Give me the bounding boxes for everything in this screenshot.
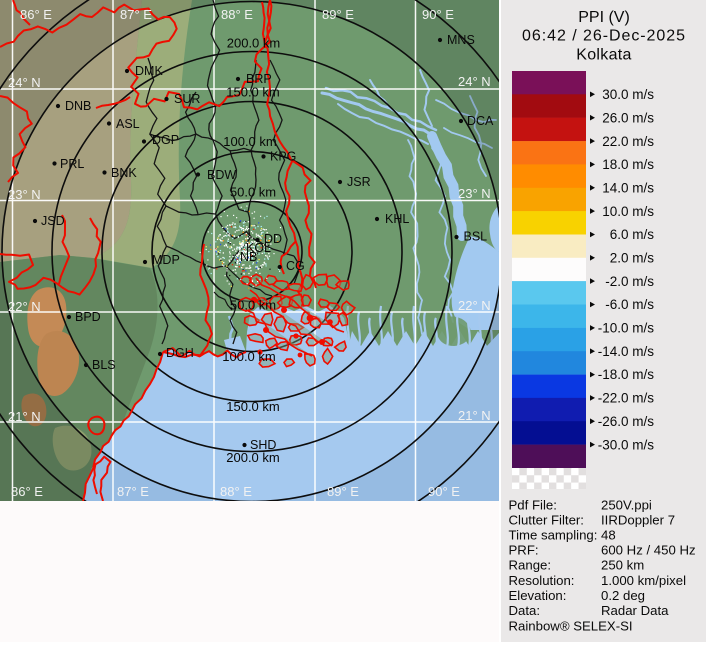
svg-text:KHL: KHL — [385, 212, 409, 226]
svg-text:86° E: 86° E — [11, 484, 43, 499]
svg-text:Time sampling:: Time sampling: — [509, 528, 598, 543]
svg-text:BNK: BNK — [111, 166, 137, 180]
svg-text:DD: DD — [264, 232, 282, 246]
svg-text:BSL: BSL — [464, 230, 488, 244]
svg-text:DGH: DGH — [166, 346, 194, 360]
svg-text:89° E: 89° E — [322, 7, 354, 22]
svg-text:30.0 m/s: 30.0 m/s — [602, 87, 654, 102]
svg-text:24° N: 24° N — [458, 74, 491, 89]
svg-text:23° N: 23° N — [458, 186, 491, 201]
svg-text:KOL: KOL — [246, 241, 271, 255]
svg-text:22° N: 22° N — [458, 298, 491, 313]
svg-text:200.0 km: 200.0 km — [227, 36, 280, 51]
svg-text:SHD: SHD — [250, 438, 276, 452]
svg-text:50.0 km: 50.0 km — [230, 185, 276, 200]
svg-text:150.0 km: 150.0 km — [226, 85, 279, 100]
svg-text:Pdf File:: Pdf File: — [509, 498, 557, 513]
svg-text:26.0 m/s: 26.0 m/s — [602, 110, 654, 125]
svg-text:-22.0 m/s: -22.0 m/s — [598, 391, 655, 406]
svg-text:150.0 km: 150.0 km — [226, 399, 279, 414]
svg-text:06:42 / 26-Dec-2025: 06:42 / 26-Dec-2025 — [522, 28, 686, 45]
svg-text:BPD: BPD — [75, 310, 101, 324]
svg-text:Range:: Range: — [509, 558, 552, 573]
svg-text:48: 48 — [601, 528, 616, 543]
svg-text:14.0 m/s: 14.0 m/s — [602, 180, 654, 195]
svg-text:Elevation:: Elevation: — [509, 588, 567, 603]
svg-text:24° N: 24° N — [8, 75, 41, 90]
svg-text:IIRDoppler 7: IIRDoppler 7 — [601, 513, 675, 528]
svg-text:MDP: MDP — [152, 253, 180, 267]
svg-text:-2.0 m/s: -2.0 m/s — [605, 274, 654, 289]
svg-text:86° E: 86° E — [20, 7, 52, 22]
svg-text:22° N: 22° N — [8, 299, 41, 314]
svg-text:Data:: Data: — [509, 603, 541, 618]
svg-text:90° E: 90° E — [428, 484, 460, 499]
svg-text:600 Hz / 450 Hz: 600 Hz / 450 Hz — [601, 543, 696, 558]
svg-text:KPG: KPG — [270, 150, 296, 164]
svg-text:2.0 m/s: 2.0 m/s — [610, 251, 655, 266]
svg-text:21° N: 21° N — [8, 409, 41, 424]
svg-text:90° E: 90° E — [422, 7, 454, 22]
svg-text:PRF:: PRF: — [509, 543, 539, 558]
svg-text:BRP: BRP — [246, 72, 272, 86]
svg-text:DCA: DCA — [467, 114, 494, 128]
svg-text:JSD: JSD — [41, 214, 65, 228]
svg-text:250V.ppi: 250V.ppi — [601, 498, 652, 513]
svg-text:-6.0 m/s: -6.0 m/s — [605, 297, 654, 312]
svg-text:DGP: DGP — [152, 133, 179, 147]
svg-text:6.0 m/s: 6.0 m/s — [610, 227, 655, 242]
svg-text:DNB: DNB — [65, 99, 91, 113]
svg-text:88° E: 88° E — [221, 7, 253, 22]
svg-text:-10.0 m/s: -10.0 m/s — [598, 321, 655, 336]
svg-text:-14.0 m/s: -14.0 m/s — [598, 344, 655, 359]
svg-text:Kolkata: Kolkata — [576, 47, 631, 64]
svg-text:10.0 m/s: 10.0 m/s — [602, 204, 654, 219]
svg-text:-30.0 m/s: -30.0 m/s — [598, 437, 655, 452]
svg-text:89° E: 89° E — [327, 484, 359, 499]
svg-text:DMK: DMK — [135, 64, 163, 78]
svg-text:PPI (V): PPI (V) — [578, 9, 630, 26]
svg-text:23° N: 23° N — [8, 187, 41, 202]
svg-text:Radar Data: Radar Data — [601, 603, 669, 618]
svg-text:22.0 m/s: 22.0 m/s — [602, 134, 654, 149]
svg-text:-26.0 m/s: -26.0 m/s — [598, 414, 655, 429]
svg-text:SUR: SUR — [174, 92, 200, 106]
svg-text:BLS: BLS — [92, 358, 116, 372]
svg-text:250 km: 250 km — [601, 558, 644, 573]
svg-text:PRL: PRL — [60, 157, 84, 171]
svg-text:JSR: JSR — [347, 175, 371, 189]
svg-text:NB: NB — [240, 250, 257, 264]
svg-text:CG: CG — [286, 259, 305, 273]
svg-text:BDW: BDW — [207, 168, 236, 182]
svg-text:100.0 km: 100.0 km — [223, 134, 276, 149]
svg-text:200.0 km: 200.0 km — [226, 450, 279, 465]
svg-text:-18.0 m/s: -18.0 m/s — [598, 367, 655, 382]
svg-text:100.0 km: 100.0 km — [222, 349, 275, 364]
svg-text:87° E: 87° E — [117, 484, 149, 499]
svg-text:Resolution:: Resolution: — [509, 573, 575, 588]
svg-text:18.0 m/s: 18.0 m/s — [602, 157, 654, 172]
svg-text:87° E: 87° E — [120, 7, 152, 22]
svg-text:50.0 km: 50.0 km — [230, 298, 276, 313]
svg-text:88° E: 88° E — [220, 484, 252, 499]
svg-text:MNS: MNS — [447, 33, 475, 47]
svg-text:1.000 km/pixel: 1.000 km/pixel — [601, 573, 686, 588]
svg-text:ASL: ASL — [116, 117, 140, 131]
svg-text:0.2 deg: 0.2 deg — [601, 588, 645, 603]
svg-text:Rainbow® SELEX-SI: Rainbow® SELEX-SI — [509, 618, 633, 633]
svg-text:Clutter Filter:: Clutter Filter: — [509, 513, 584, 528]
svg-text:21° N: 21° N — [458, 408, 491, 423]
